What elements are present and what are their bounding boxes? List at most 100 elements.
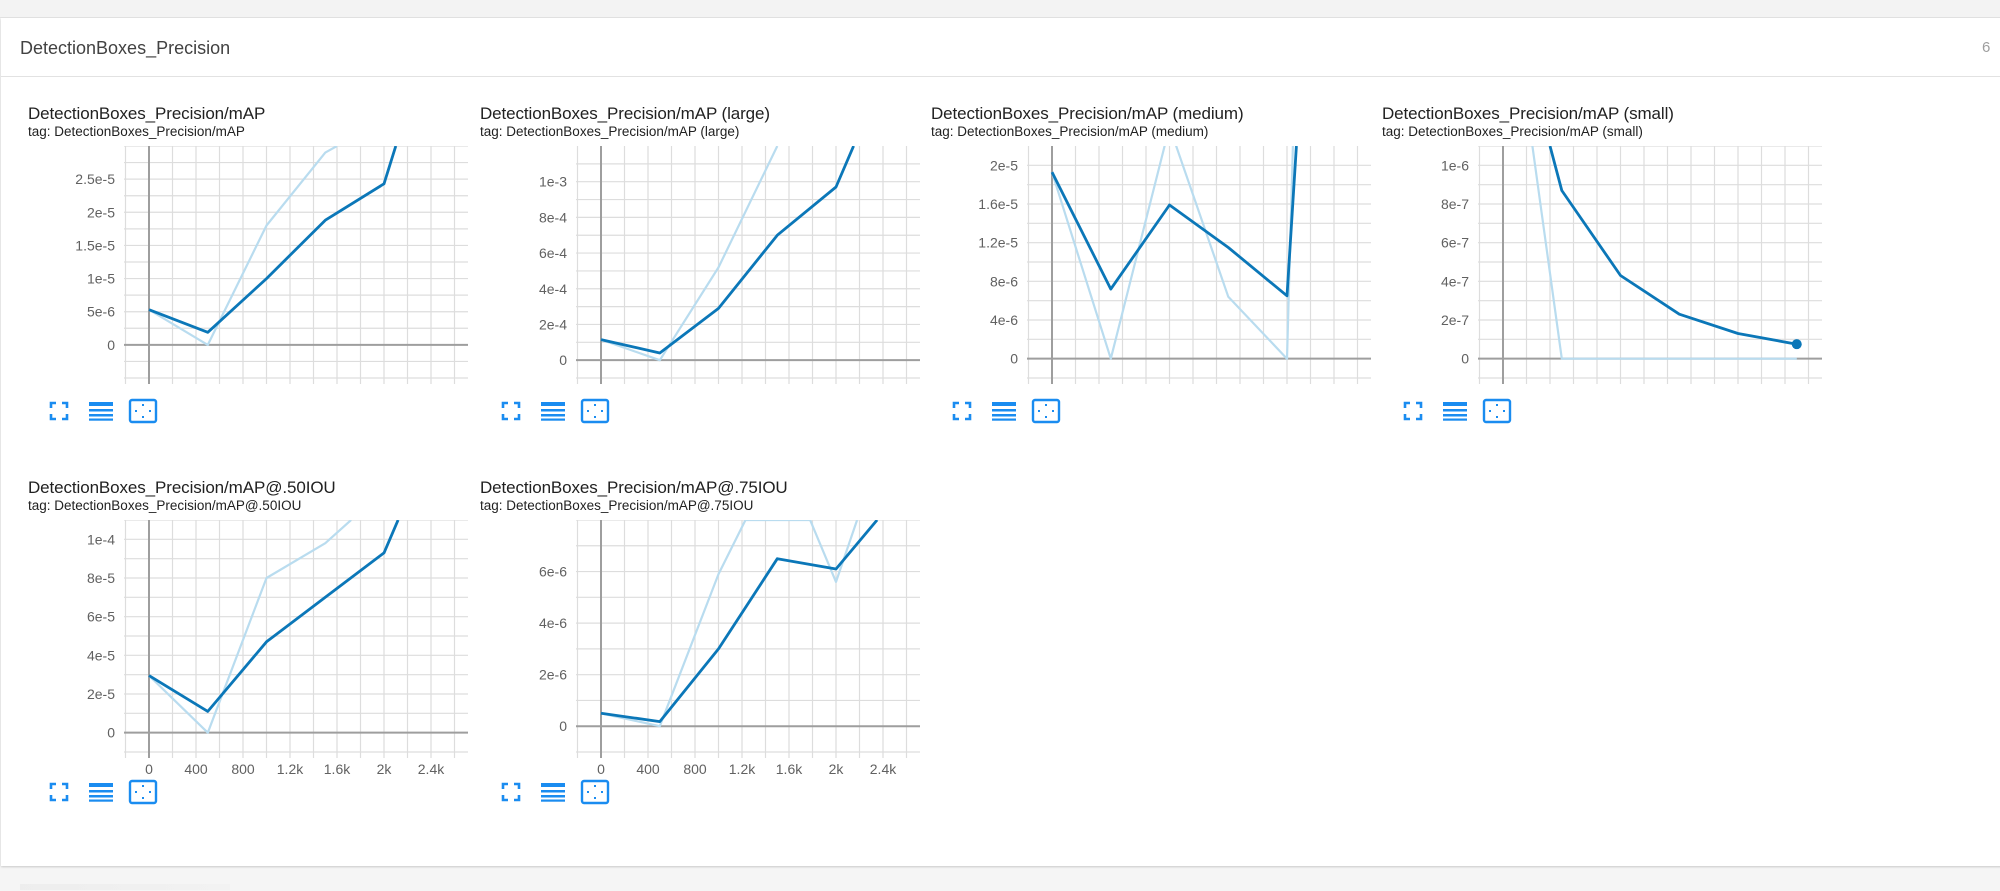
chart-toolbar	[1392, 396, 1518, 426]
chart-toolbar	[490, 777, 616, 807]
toggle-log-scale-button[interactable]	[1434, 396, 1476, 426]
chart-title: DetectionBoxes_Precision/mAP (medium)	[931, 104, 1244, 123]
y-tick-label: 2.5e-5	[75, 171, 115, 187]
smoothed-series-line	[1548, 146, 1798, 346]
y-tick-label: 4e-6	[539, 615, 567, 631]
fit-domain-button[interactable]	[1476, 396, 1518, 426]
x-tick-label: 800	[231, 761, 255, 775]
toggle-log-scale-icon	[88, 781, 114, 803]
fit-domain-button[interactable]	[122, 777, 164, 807]
raw-series-line	[1531, 146, 1797, 360]
x-tick-label: 2k	[377, 761, 393, 775]
y-tick-label: 6e-4	[539, 245, 567, 261]
fullscreen-button[interactable]	[38, 396, 80, 426]
fit-domain-button[interactable]	[1025, 396, 1067, 426]
line-chart[interactable]: 6e-6 4e-6 2e-6 0 0 400 800 1.2k 1.6k 2k 2.4k	[480, 520, 920, 775]
y-tick-label: 1e-3	[539, 174, 567, 190]
chart-card: DetectionBoxes_Precision/mAP (small) tag:…	[1382, 104, 1822, 464]
toggle-log-scale-button[interactable]	[80, 396, 122, 426]
chart-toolbar	[490, 396, 616, 426]
toggle-log-scale-icon	[88, 400, 114, 422]
fullscreen-button[interactable]	[490, 777, 532, 807]
y-tick-label: 2e-7	[1441, 312, 1469, 328]
chart-tag: tag: DetectionBoxes_Precision/mAP (mediu…	[931, 124, 1209, 139]
toggle-log-scale-button[interactable]	[532, 396, 574, 426]
fullscreen-icon	[951, 400, 973, 422]
x-tick-label: 0	[597, 761, 605, 775]
toggle-log-scale-icon	[540, 781, 566, 803]
x-tick-label: 2.4k	[870, 761, 897, 775]
panel-count-badge: 6	[1982, 39, 1991, 56]
y-tick-label: 6e-6	[539, 564, 567, 580]
x-tick-label: 1.2k	[729, 761, 756, 775]
category-panel: DetectionBoxes_Precision 6 DetectionBoxe…	[1, 18, 2000, 866]
x-tick-label: 2k	[829, 761, 845, 775]
toggle-log-scale-icon	[540, 400, 566, 422]
fullscreen-button[interactable]	[1392, 396, 1434, 426]
smoothed-series-line	[1050, 146, 1298, 298]
fullscreen-icon	[1402, 400, 1424, 422]
chart-toolbar	[38, 396, 164, 426]
fullscreen-button[interactable]	[38, 777, 80, 807]
raw-series-line	[600, 520, 859, 728]
y-tick-label: 6e-5	[87, 609, 115, 625]
y-tick-label: 1.5e-5	[75, 237, 115, 253]
fullscreen-icon	[500, 781, 522, 803]
chart-card: DetectionBoxes_Precision/mAP@.50IOU tag: …	[28, 478, 468, 838]
raw-series-line	[148, 146, 338, 346]
line-chart[interactable]: 1e-6 8e-7 6e-7 4e-7 2e-7 0	[1382, 146, 1822, 386]
fit-domain-icon	[1482, 398, 1512, 424]
y-tick-label: 8e-5	[87, 570, 115, 586]
line-chart[interactable]: 1e-4 8e-5 6e-5 4e-5 2e-5 0 0 400 800 1.2k 1.6k 2k 2.…	[28, 520, 468, 775]
toggle-log-scale-button[interactable]	[532, 777, 574, 807]
raw-series-line	[1050, 146, 1294, 360]
fullscreen-button[interactable]	[490, 396, 532, 426]
x-tick-label: 400	[184, 761, 208, 775]
line-chart[interactable]: 2e-5 1.6e-5 1.2e-5 8e-6 4e-6 0	[931, 146, 1371, 386]
y-tick-label: 4e-5	[87, 647, 115, 663]
y-tick-label: 0	[1010, 351, 1018, 367]
y-tick-label: 0	[107, 725, 115, 741]
smoothed-series-line	[600, 520, 879, 724]
chart-tag: tag: DetectionBoxes_Precision/mAP@.50IOU	[28, 498, 302, 513]
y-tick-label: 1.6e-5	[978, 196, 1018, 212]
chart-tag: tag: DetectionBoxes_Precision/mAP@.75IOU	[480, 498, 754, 513]
raw-series-line	[148, 520, 352, 734]
fullscreen-icon	[500, 400, 522, 422]
line-chart[interactable]: 1e-3 8e-4 6e-4 4e-4 2e-4 0	[480, 146, 920, 386]
y-tick-label: 4e-7	[1441, 273, 1469, 289]
fit-domain-button[interactable]	[574, 777, 616, 807]
y-tick-label: 8e-7	[1441, 196, 1469, 212]
fit-domain-icon	[128, 779, 158, 805]
line-chart[interactable]: 2.5e-5 2e-5 1.5e-5 1e-5 5e-6 0	[28, 146, 468, 386]
x-tick-label: 800	[683, 761, 707, 775]
fit-domain-button[interactable]	[574, 396, 616, 426]
smoothed-series-line	[600, 146, 855, 355]
fullscreen-button[interactable]	[941, 396, 983, 426]
y-tick-label: 0	[559, 718, 567, 734]
chart-toolbar	[38, 777, 164, 807]
toggle-log-scale-icon	[991, 400, 1017, 422]
x-tick-label: 400	[636, 761, 660, 775]
toggle-log-scale-button[interactable]	[80, 777, 122, 807]
raw-series-line	[600, 146, 779, 362]
toggle-log-scale-button[interactable]	[983, 396, 1025, 426]
chart-card: DetectionBoxes_Precision/mAP@.75IOU tag: …	[480, 478, 920, 838]
y-tick-label: 6e-7	[1441, 235, 1469, 251]
chart-title: DetectionBoxes_Precision/mAP	[28, 104, 266, 123]
fit-domain-icon	[580, 779, 610, 805]
y-tick-label: 8e-6	[990, 273, 1018, 289]
smoothed-series-line	[148, 520, 400, 713]
hover-point-marker	[1791, 339, 1802, 350]
chart-tag: tag: DetectionBoxes_Precision/mAP (large…	[480, 124, 740, 139]
chart-card: DetectionBoxes_Precision/mAP (large) tag:…	[480, 104, 920, 464]
fit-domain-icon	[580, 398, 610, 424]
x-tick-label: 0	[145, 761, 153, 775]
x-tick-label: 1.6k	[776, 761, 803, 775]
y-tick-label: 4e-4	[539, 281, 567, 297]
panel-header[interactable]: DetectionBoxes_Precision 6	[1, 18, 2000, 77]
chart-title: DetectionBoxes_Precision/mAP@.75IOU	[480, 478, 788, 497]
y-tick-label: 2e-6	[539, 667, 567, 683]
fullscreen-icon	[48, 400, 70, 422]
fit-domain-button[interactable]	[122, 396, 164, 426]
